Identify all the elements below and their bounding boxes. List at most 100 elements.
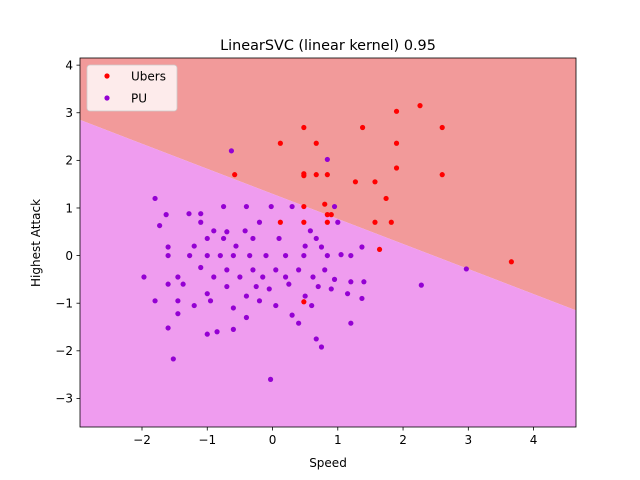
point-ubers-20 (324, 212, 330, 218)
point-ubers-12 (313, 172, 319, 178)
point-pu-79 (289, 312, 295, 318)
point-ubers-27 (376, 246, 383, 253)
point-pu-30 (165, 252, 171, 259)
x-tick-label: 0 (269, 433, 277, 447)
point-pu-46 (224, 267, 230, 273)
point-pu-92 (463, 266, 469, 272)
x-tick-label: −2 (133, 433, 151, 447)
point-pu-87 (313, 336, 319, 342)
point-pu-25 (250, 235, 256, 242)
point-pu-48 (250, 267, 256, 273)
point-pu-70 (359, 295, 365, 302)
legend: Ubers PU (86, 64, 178, 112)
point-ubers-16 (372, 179, 378, 185)
point-pu-76 (243, 314, 250, 321)
point-ubers-15 (352, 179, 359, 185)
legend-marker-pu (104, 95, 110, 101)
point-pu-80 (309, 302, 315, 309)
point-pu-0 (228, 148, 235, 154)
point-pu-67 (315, 283, 321, 290)
legend-label-pu: PU (131, 92, 147, 106)
point-pu-7 (243, 203, 250, 210)
point-ubers-24 (324, 219, 330, 225)
point-ubers-1 (393, 108, 400, 114)
point-pu-36 (263, 252, 269, 259)
point-ubers-29 (301, 299, 307, 305)
point-pu-65 (286, 281, 292, 287)
point-pu-8 (268, 203, 274, 210)
point-pu-49 (260, 274, 266, 280)
point-pu-9 (289, 203, 295, 210)
point-pu-20 (165, 244, 171, 250)
point-ubers-25 (372, 219, 378, 225)
point-pu-51 (282, 274, 289, 280)
point-pu-56 (348, 279, 354, 285)
point-pu-34 (230, 252, 236, 259)
point-pu-84 (214, 329, 220, 335)
plot-frame (79, 57, 577, 428)
x-axis-ticks: −2 −1 0 1 2 3 4 (133, 427, 537, 447)
point-pu-28 (318, 244, 325, 250)
point-pu-22 (204, 235, 210, 242)
point-pu-82 (175, 311, 181, 317)
point-pu-39 (324, 252, 330, 259)
y-tick-label: 4 (65, 58, 73, 72)
point-pu-93 (418, 282, 424, 288)
point-ubers-6 (313, 140, 319, 146)
point-pu-24 (233, 243, 239, 249)
plot-area (80, 58, 576, 427)
point-pu-57 (361, 279, 367, 285)
chart-title: LinearSVC (linear kernel) 0.95 (220, 38, 436, 54)
point-ubers-14 (439, 172, 445, 178)
point-pu-31 (187, 252, 193, 259)
x-tick-label: 4 (530, 433, 538, 447)
point-pu-4 (186, 211, 192, 217)
point-ubers-5 (277, 140, 283, 146)
point-pu-18 (313, 235, 319, 242)
y-tick-label: −2 (55, 344, 73, 358)
point-pu-14 (224, 229, 230, 235)
point-pu-69 (344, 291, 351, 297)
point-pu-64 (266, 286, 272, 292)
point-pu-42 (141, 274, 147, 280)
point-pu-43 (175, 274, 181, 280)
ubers-decision-region (80, 58, 576, 311)
point-pu-32 (204, 252, 210, 259)
x-axis-label: Speed (309, 456, 347, 470)
point-pu-90 (170, 356, 176, 362)
point-pu-85 (230, 326, 236, 332)
y-tick-label: 1 (65, 201, 73, 215)
point-pu-41 (348, 252, 354, 259)
point-ubers-17 (383, 195, 389, 202)
point-pu-6 (220, 203, 227, 210)
point-ubers-11 (301, 173, 307, 179)
y-tick-label: 3 (65, 106, 73, 120)
point-pu-2 (152, 195, 158, 202)
point-pu-81 (165, 325, 171, 331)
point-pu-54 (322, 267, 328, 273)
point-pu-12 (198, 219, 204, 225)
point-pu-13 (211, 228, 217, 234)
y-axis-label: Highest Attack (29, 199, 43, 287)
point-pu-61 (224, 283, 230, 290)
point-pu-1 (324, 156, 330, 163)
point-ubers-23 (301, 219, 307, 225)
point-pu-29 (359, 244, 365, 250)
point-ubers-8 (393, 165, 400, 171)
y-tick-label: −3 (55, 392, 73, 406)
point-pu-59 (180, 281, 186, 287)
point-pu-53 (310, 274, 316, 280)
point-pu-75 (230, 305, 236, 311)
point-pu-47 (237, 274, 243, 280)
point-ubers-7 (393, 140, 400, 146)
x-tick-label: 2 (399, 433, 407, 447)
point-ubers-28 (508, 259, 514, 265)
point-pu-40 (338, 252, 344, 258)
x-tick-label: −1 (198, 433, 216, 447)
point-ubers-2 (301, 124, 307, 131)
point-pu-26 (276, 235, 282, 242)
point-ubers-19 (322, 201, 328, 207)
point-pu-60 (204, 291, 210, 297)
point-pu-66 (302, 293, 308, 299)
